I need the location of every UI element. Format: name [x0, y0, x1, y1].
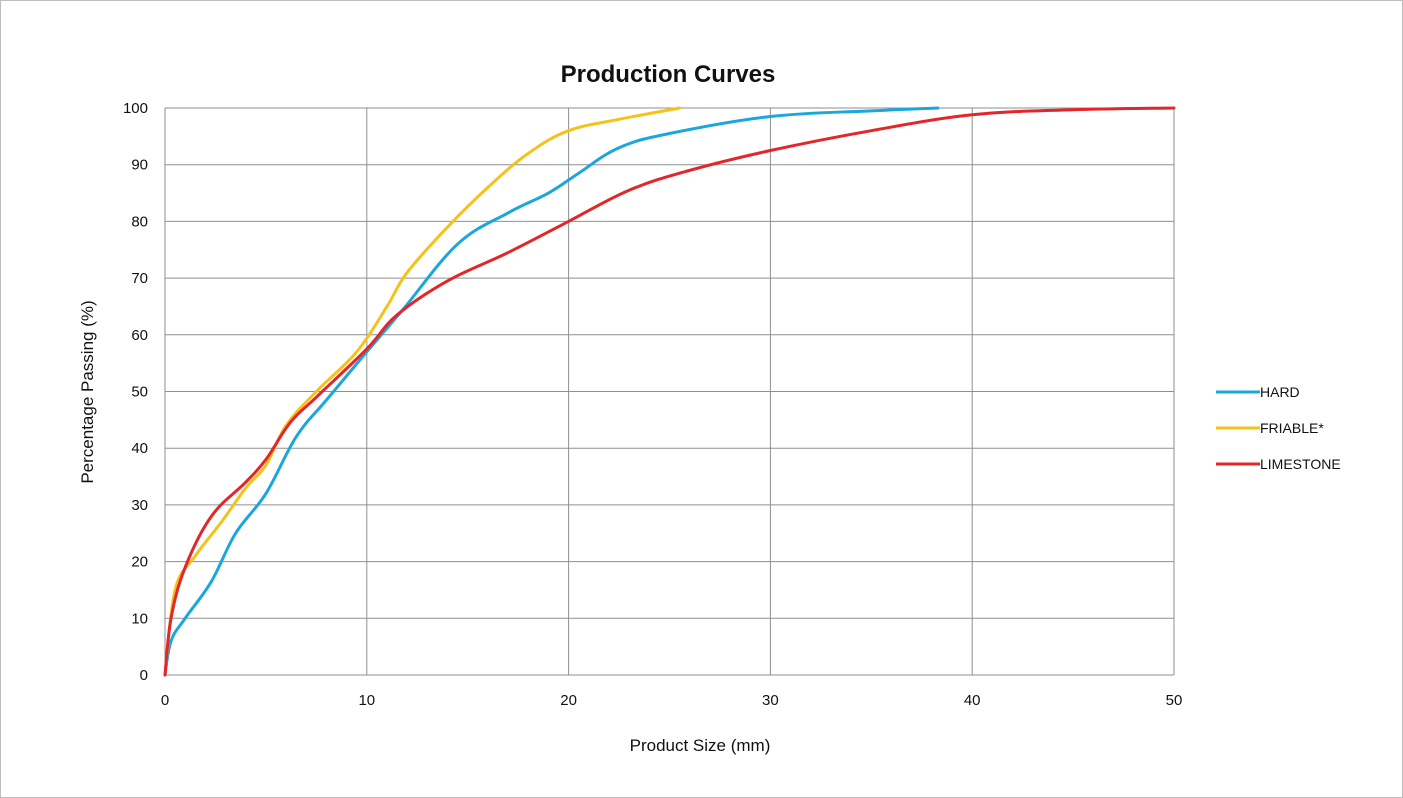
grid: [164, 107, 1175, 676]
x-tick-label: 20: [560, 692, 577, 709]
y-tick-label: 10: [131, 610, 148, 627]
series-line-hard: [163, 106, 940, 677]
y-tick-label: 60: [131, 327, 148, 344]
y-tick-label: 20: [131, 554, 148, 571]
y-tick-label: 50: [131, 384, 148, 401]
y-axis-label: Percentage Passing (%): [78, 300, 97, 483]
y-tick-label: 80: [131, 213, 148, 230]
x-tick-label: 40: [964, 692, 981, 709]
y-tick-label: 0: [140, 667, 148, 684]
legend-label-hard: HARD: [1260, 384, 1300, 400]
x-tick-label: 50: [1166, 692, 1183, 709]
legend-label-friable: FRIABLE*: [1260, 420, 1324, 436]
y-tick-label: 100: [123, 100, 148, 117]
x-tick-label: 30: [762, 692, 779, 709]
y-tick-label: 40: [131, 440, 148, 457]
legend-label-limestone: LIMESTONE: [1260, 456, 1341, 472]
series-line-friable: [163, 106, 682, 677]
series-lines: [163, 106, 1176, 677]
x-axis-label: Product Size (mm): [630, 736, 771, 755]
y-tick-label: 90: [131, 157, 148, 174]
y-tick-label: 70: [131, 270, 148, 287]
series-line-limestone: [163, 106, 1176, 677]
chart-title: Production Curves: [561, 61, 776, 88]
axis-ticks: 0 10 20 30 40 50 60 70 80 90 100 0 10 20 30 40 50: [123, 100, 1182, 709]
y-tick-label: 30: [131, 497, 148, 514]
x-tick-label: 10: [358, 692, 375, 709]
x-tick-label: 0: [161, 692, 169, 709]
legend: HARD FRIABLE* LIMESTONE: [1216, 384, 1341, 472]
